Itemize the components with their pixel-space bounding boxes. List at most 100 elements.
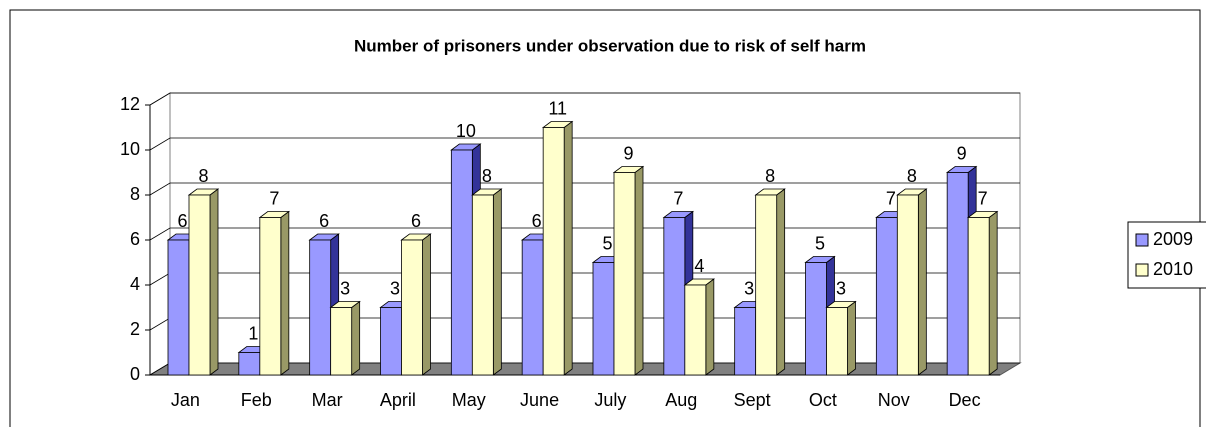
data-label: 1: [248, 323, 258, 343]
x-tick-label: Aug: [665, 390, 697, 410]
bar-front: [967, 217, 990, 376]
bar: [612, 165, 645, 376]
bar: [825, 300, 857, 376]
bar-front: [259, 217, 282, 376]
bar: [896, 188, 928, 376]
bar-side: [988, 210, 998, 376]
bar-front: [896, 194, 919, 376]
legend-box: [1127, 221, 1206, 289]
y-tick-label: 10: [120, 139, 140, 159]
x-tick-label: May: [452, 390, 486, 410]
bar: [400, 233, 432, 376]
bar-front: [450, 149, 473, 376]
bar-front: [613, 172, 636, 376]
bar: [471, 188, 503, 376]
data-label: 8: [198, 166, 208, 186]
bar-side: [351, 300, 361, 376]
data-label: 6: [319, 211, 329, 231]
y-tick-label: 4: [130, 274, 140, 294]
bar: [258, 210, 291, 376]
chart-border: [9, 9, 1201, 427]
bar: [541, 120, 574, 376]
bar-front: [401, 239, 423, 376]
legend-swatch: [1135, 233, 1149, 247]
y-tick-label: 0: [130, 364, 140, 384]
data-label: 10: [456, 121, 476, 141]
data-label: 6: [411, 211, 421, 231]
legend-label: 2010: [1153, 259, 1193, 279]
bar-front: [592, 262, 615, 376]
bar-side: [563, 120, 573, 376]
data-label: 3: [340, 278, 350, 298]
grid-line: [149, 137, 1020, 151]
bar-front: [167, 239, 190, 376]
data-label: 7: [978, 188, 988, 208]
bar-front: [875, 217, 898, 376]
grid-line: [149, 182, 1020, 196]
x-tick-label: Dec: [949, 390, 981, 410]
data-label: 5: [815, 233, 825, 253]
bar-side: [492, 188, 502, 376]
legend-swatch: [1135, 263, 1149, 277]
bar-front: [826, 307, 848, 376]
bar-front: [238, 352, 261, 376]
data-label: 6: [532, 211, 542, 231]
bar: [329, 300, 361, 376]
data-label: 3: [836, 278, 846, 298]
x-tick-label: July: [594, 390, 626, 410]
x-tick-label: Feb: [241, 390, 272, 410]
data-label: 8: [765, 166, 775, 186]
bar-side: [209, 188, 219, 376]
x-tick-label: Sept: [734, 390, 771, 410]
data-label: 5: [602, 233, 612, 253]
y-tick-label: 2: [130, 319, 140, 339]
chart-title: Number of prisoners under observation du…: [354, 36, 866, 55]
data-label: 8: [482, 166, 492, 186]
x-tick-label: Mar: [312, 390, 343, 410]
x-tick-label: Jan: [171, 390, 200, 410]
data-label: 4: [694, 256, 704, 276]
bar-front: [330, 307, 353, 376]
x-tick-label: Nov: [878, 390, 910, 410]
bar-front: [684, 284, 707, 376]
bar: [187, 188, 220, 376]
data-label: 7: [886, 188, 896, 208]
bar-front: [542, 127, 565, 376]
grid-line: [149, 92, 1020, 106]
bar-front: [663, 217, 686, 376]
bar: [683, 278, 716, 376]
x-tick-label: Oct: [809, 390, 837, 410]
bar-side: [280, 210, 290, 376]
bar-front: [805, 262, 827, 376]
bar-front: [309, 239, 332, 376]
bar-side: [634, 165, 644, 376]
y-tick-label: 12: [120, 94, 140, 114]
y-tick-label: 8: [130, 184, 140, 204]
data-label: 3: [390, 278, 400, 298]
bar-side: [705, 278, 715, 376]
bar: [966, 210, 999, 376]
bar-side: [847, 300, 856, 376]
data-label: 8: [907, 166, 917, 186]
data-label: 9: [957, 143, 967, 163]
x-tick-label: June: [520, 390, 559, 410]
legend-label: 2009: [1153, 229, 1193, 249]
bar-front: [946, 172, 969, 376]
bar-front: [755, 194, 778, 376]
grid-line: [149, 227, 1020, 241]
data-label: 11: [548, 98, 567, 118]
bar-side: [917, 188, 927, 376]
x-tick-label: April: [380, 390, 416, 410]
data-label: 3: [744, 278, 754, 298]
data-label: 6: [177, 211, 187, 231]
bar-front: [734, 307, 757, 376]
bar-front: [380, 307, 402, 376]
bar-side: [422, 233, 431, 376]
bar-front: [188, 194, 211, 376]
bar: [754, 188, 786, 376]
data-label: 7: [269, 188, 279, 208]
data-label: 9: [623, 143, 633, 163]
y-tick-label: 6: [130, 229, 140, 249]
bar-front: [521, 239, 544, 376]
